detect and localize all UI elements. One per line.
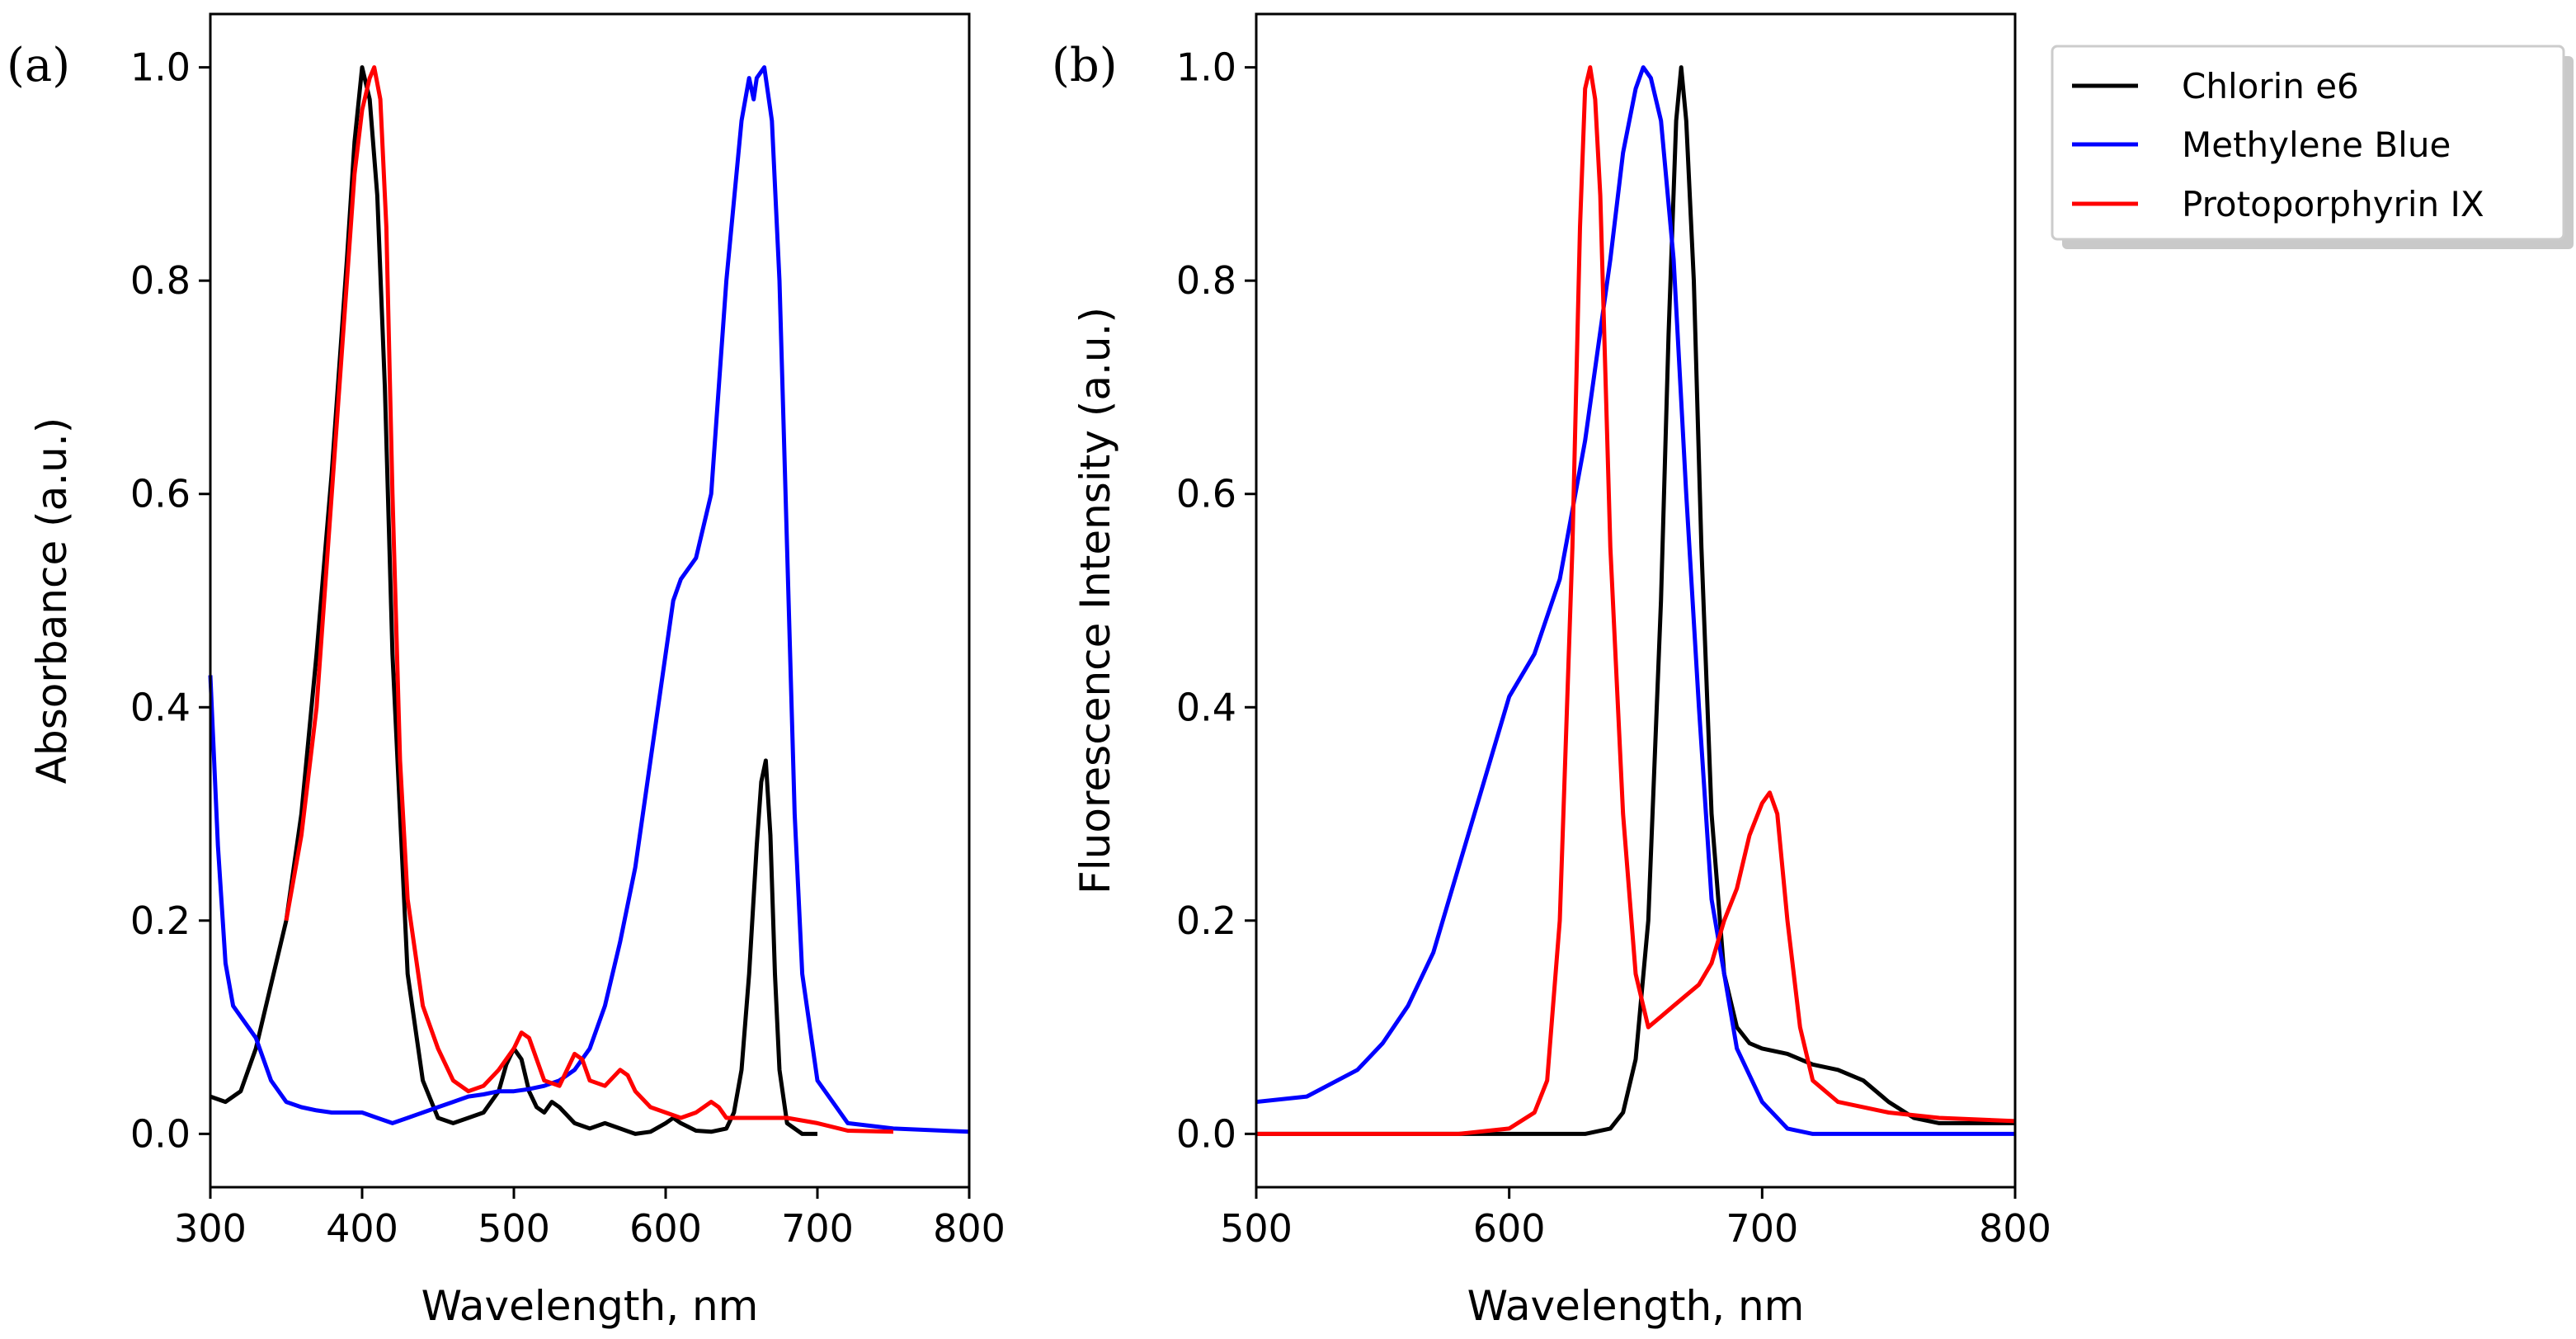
panel-b-y-ticks: 0.0 0.2 0.4 0.6 0.8 1.0: [1176, 45, 1256, 1156]
panel-a-x-tick-label: 800: [933, 1206, 1005, 1251]
panel-b-series: [1255, 65, 2016, 1136]
panel-a-y-tick-label: 0.4: [130, 685, 191, 729]
panel-b-y-tick-label: 1.0: [1176, 45, 1236, 90]
panel-a-y-tick-label: 0.8: [130, 258, 191, 303]
panel-b-y-tick-label: 0.4: [1176, 685, 1236, 729]
panel-a-y-tick-label: 0.2: [130, 898, 191, 943]
panel-a-x-tick-label: 400: [326, 1206, 398, 1251]
panel-b-y-tick-label: 0.8: [1176, 258, 1236, 303]
legend-label-chlorin-e6: Chlorin e6: [2182, 66, 2359, 106]
legend: Chlorin e6 Methylene Blue Protoporphyrin…: [2051, 45, 2574, 249]
panel-a-series-chlorin-e6: [210, 65, 817, 1136]
panel-b-frame: [1255, 12, 2017, 1189]
panel-a-x-axis-title: Wavelength, nm: [421, 1282, 759, 1330]
panel-a-y-tick-label: 0.6: [130, 472, 191, 516]
panel-b-x-axis-title: Wavelength, nm: [1467, 1282, 1805, 1330]
panel-a-y-axis-title: Absorbance (a.u.): [28, 417, 76, 784]
panel-a-series-methylene-blue: [208, 65, 970, 1134]
panel-b-label: (b): [1052, 39, 1118, 92]
panel-a-x-ticks: 300 400 500 600 700 800: [174, 1187, 1005, 1251]
panel-a-x-tick-label: 700: [781, 1206, 854, 1251]
legend-label-methylene-blue: Methylene Blue: [2182, 125, 2451, 165]
panel-b-fluorescence: (b) 500 600 700 800 0.0 0.2 0.4 0.6 0.8 1.0 Wave…: [1052, 12, 2051, 1330]
panel-a-y-tick-label: 1.0: [130, 45, 191, 90]
panel-a-label: (a): [7, 39, 70, 92]
panel-b-x-tick-label: 800: [1979, 1206, 2051, 1251]
panel-b-series-protoporphyrin-ix: [1256, 65, 2016, 1136]
panel-a-series: [208, 65, 970, 1136]
panel-a-x-tick-label: 300: [174, 1206, 247, 1251]
panel-b-x-tick-label: 500: [1220, 1206, 1293, 1251]
panel-a-frame: [209, 12, 971, 1189]
panel-a-y-ticks: 0.0 0.2 0.4 0.6 0.8 1.0: [130, 45, 210, 1156]
panel-b-y-tick-label: 0.2: [1176, 898, 1236, 943]
panel-b-x-tick-label: 600: [1473, 1206, 1546, 1251]
panel-b-x-ticks: 500 600 700 800: [1220, 1187, 2051, 1251]
panel-b-y-tick-label: 0.6: [1176, 472, 1236, 516]
panel-b-series-methylene-blue: [1255, 65, 2015, 1136]
panel-a-series-protoporphyrin-ix: [284, 65, 894, 1134]
panel-b-y-axis-title: Fluorescence Intensity (a.u.): [1071, 307, 1119, 894]
panel-b-series-chlorin-e6: [1256, 65, 2015, 1136]
legend-label-protoporphyrin-ix: Protoporphyrin IX: [2182, 184, 2484, 224]
panel-b-y-tick-label: 0.0: [1176, 1111, 1236, 1156]
panel-b-x-tick-label: 700: [1726, 1206, 1798, 1251]
panel-a-absorbance: (a) 300 400 500 600 700 800 0.0 0.2 0.4 0.6 0.8 1.…: [7, 12, 1005, 1330]
legend-box: [2051, 45, 2565, 241]
panel-a-y-tick-label: 0.0: [130, 1111, 191, 1156]
panel-a-x-tick-label: 500: [478, 1206, 550, 1251]
panel-a-x-tick-label: 600: [629, 1206, 702, 1251]
